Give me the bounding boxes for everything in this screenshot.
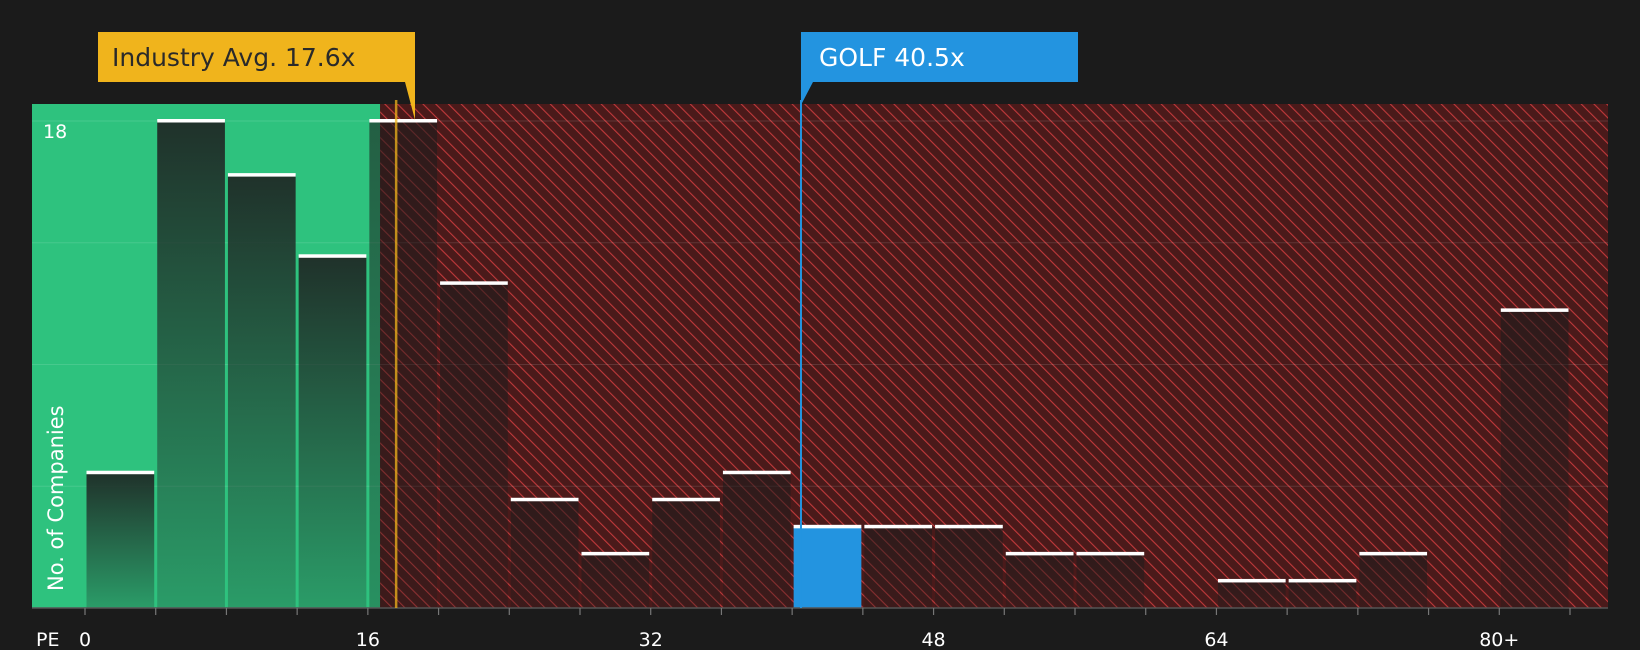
bar-cap [652,497,720,502]
x-axis-label: PE [36,629,59,650]
bar-cap [864,524,933,529]
histogram-bar [1005,553,1074,608]
industry-avg-label: Industry Avg. 17.6x [112,43,355,72]
histogram-bar [652,499,720,608]
histogram-bar [157,121,225,608]
histogram-bar [227,175,296,608]
company-pe-label: GOLF 40.5x [819,43,965,72]
bar-cap [793,524,862,529]
histogram-bar [581,553,650,608]
histogram-bar [440,283,508,608]
bar-cap [722,470,791,475]
y-tick-label: 18 [43,121,67,143]
histogram-bar [793,526,862,608]
bar-cap [440,281,508,285]
x-tick-label: 32 [639,629,663,650]
histogram-bar [298,256,367,608]
x-tick-label: 48 [921,629,945,650]
bar-cap [1217,578,1286,583]
bar-cap [935,524,1003,529]
bar-cap [581,551,650,556]
bar-cap [227,173,296,177]
histogram-bar [86,472,155,608]
bar-cap [86,470,155,475]
bar-cap [1076,551,1145,556]
bar-cap [1359,551,1428,556]
industry-avg-callout [98,32,415,120]
histogram-bar [864,526,933,608]
histogram-bar [1217,580,1286,608]
bar-cap [1288,578,1357,583]
histogram-bar [722,472,791,608]
bar-cap [369,119,438,123]
x-axis-ticks: 0 16 32 48 64 80+ [79,608,1571,650]
bar-cap [298,254,367,258]
x-tick-label: 80+ [1479,629,1519,650]
x-tick-label: 0 [79,629,91,650]
x-tick-label: 64 [1204,629,1228,650]
company-pe-callout [800,32,1078,105]
overvalued-zone [380,104,1609,608]
histogram-bar [1359,553,1428,608]
histogram-bar [1076,553,1145,608]
bar-cap [1500,308,1569,312]
y-axis-label: No. of Companies [44,405,68,591]
histogram-bar [935,526,1003,608]
histogram-bar [1288,580,1357,608]
bar-cap [510,497,579,502]
histogram-bar [1500,310,1569,608]
histogram-bar [369,121,438,608]
bar-cap [157,119,225,123]
bar-cap [1005,551,1074,556]
x-tick-label: 16 [356,629,380,650]
histogram-bar [510,499,579,608]
histogram-bars [86,119,1569,608]
